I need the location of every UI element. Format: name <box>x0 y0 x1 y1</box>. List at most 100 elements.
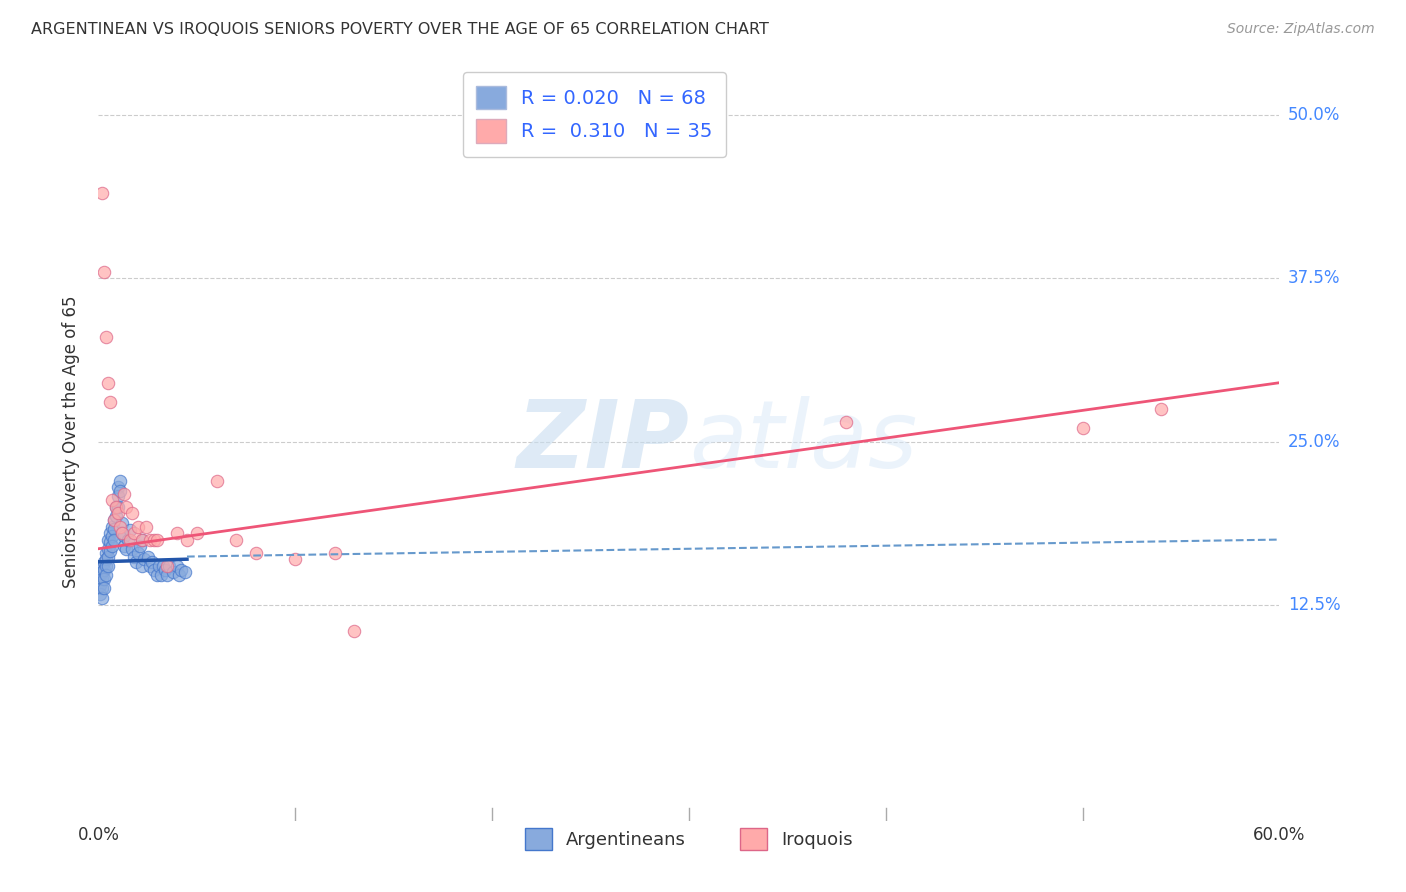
Point <box>101 493 124 508</box>
Point <box>142 533 165 547</box>
Point <box>343 624 366 639</box>
Point <box>121 541 143 556</box>
Point <box>122 526 145 541</box>
Point <box>117 533 139 547</box>
Point <box>89 578 111 592</box>
Point <box>97 376 120 390</box>
Point <box>107 490 129 504</box>
Point <box>91 581 114 595</box>
Point <box>96 546 118 560</box>
Point <box>107 480 129 494</box>
Point <box>152 558 174 573</box>
Point <box>166 526 188 541</box>
Point <box>101 519 124 533</box>
Point <box>96 330 118 344</box>
Point <box>284 552 307 566</box>
Point <box>91 591 114 606</box>
Point <box>93 563 115 577</box>
Point <box>141 555 163 569</box>
Point <box>135 519 157 533</box>
Point <box>111 516 134 530</box>
Point <box>156 558 179 573</box>
Legend: Argentineans, Iroquois: Argentineans, Iroquois <box>517 821 860 857</box>
Point <box>93 581 115 595</box>
Point <box>155 563 177 577</box>
Text: Source: ZipAtlas.com: Source: ZipAtlas.com <box>1227 22 1375 37</box>
Text: ARGENTINEAN VS IROQUOIS SENIORS POVERTY OVER THE AGE OF 65 CORRELATION CHART: ARGENTINEAN VS IROQUOIS SENIORS POVERTY … <box>31 22 769 37</box>
Point <box>131 533 153 547</box>
Point <box>96 558 118 573</box>
Point <box>111 526 134 541</box>
Point <box>115 541 138 556</box>
Point <box>146 533 169 547</box>
Text: atlas: atlas <box>689 396 917 487</box>
Point <box>122 549 145 564</box>
Point <box>108 519 131 533</box>
Point <box>91 558 114 573</box>
Point <box>96 567 118 582</box>
Point <box>1071 421 1094 435</box>
Point <box>132 552 155 566</box>
Point <box>170 563 193 577</box>
Point <box>98 395 121 409</box>
Point <box>121 507 143 521</box>
Point <box>166 558 188 573</box>
Point <box>131 533 153 547</box>
Point <box>103 522 125 536</box>
Y-axis label: Seniors Poverty Over the Age of 65: Seniors Poverty Over the Age of 65 <box>62 295 80 588</box>
Point <box>105 500 128 514</box>
Point <box>205 474 228 488</box>
Point <box>112 487 135 501</box>
Point <box>103 513 125 527</box>
Point <box>146 567 169 582</box>
Point <box>105 509 128 524</box>
Point <box>323 546 346 560</box>
Point <box>1150 401 1173 416</box>
Point <box>103 533 125 547</box>
Point <box>118 533 141 547</box>
Point <box>97 541 120 556</box>
Point <box>148 558 170 573</box>
Point <box>101 529 124 543</box>
Point <box>98 535 121 549</box>
Point <box>97 533 120 547</box>
Point <box>128 539 150 553</box>
Point <box>93 555 115 569</box>
Point <box>167 567 190 582</box>
Point <box>89 587 111 601</box>
Point <box>97 558 120 573</box>
Point <box>115 500 138 514</box>
Point <box>107 500 129 514</box>
Point <box>97 549 120 564</box>
Point <box>138 533 160 547</box>
Text: 25.0%: 25.0% <box>1288 433 1340 450</box>
Point <box>142 563 165 577</box>
Point <box>112 539 135 553</box>
Point <box>162 566 184 580</box>
Point <box>105 500 128 514</box>
Point <box>103 513 125 527</box>
Point <box>136 549 159 564</box>
Point <box>131 558 153 573</box>
Point <box>138 558 160 573</box>
Point <box>98 526 121 541</box>
Point <box>108 484 131 499</box>
Point <box>127 546 149 560</box>
Point <box>98 544 121 558</box>
Point <box>91 572 114 586</box>
Point <box>157 558 180 573</box>
Point <box>108 474 131 488</box>
Point <box>93 264 115 278</box>
Point <box>245 546 267 560</box>
Point <box>174 566 197 580</box>
Point <box>93 572 115 586</box>
Point <box>186 526 208 541</box>
Point <box>150 567 173 582</box>
Point <box>176 533 198 547</box>
Point <box>127 519 149 533</box>
Point <box>112 529 135 543</box>
Point <box>835 415 858 429</box>
Point <box>89 567 111 582</box>
Point <box>91 566 114 580</box>
Text: 12.5%: 12.5% <box>1288 596 1340 614</box>
